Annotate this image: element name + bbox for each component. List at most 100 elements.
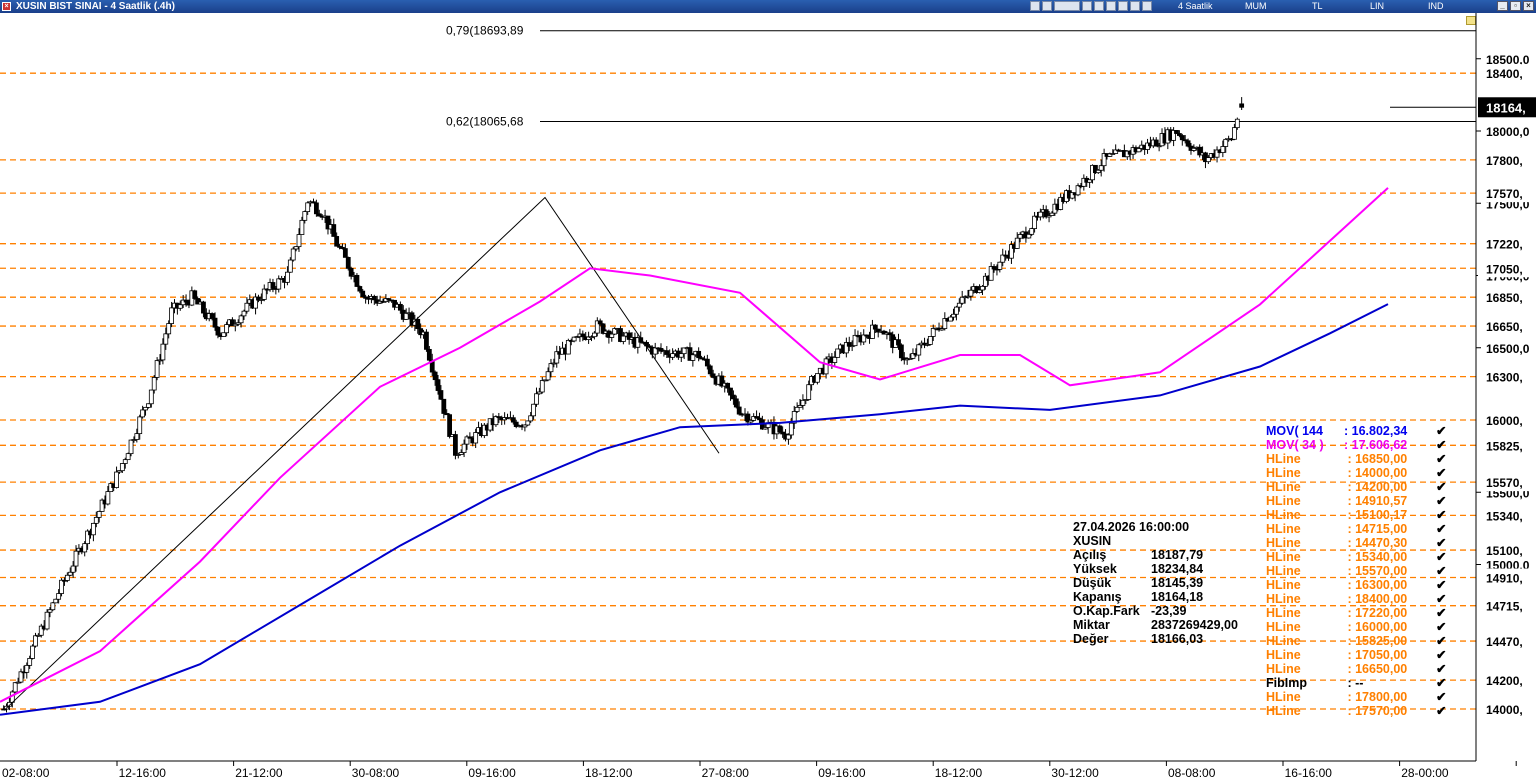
- info-key: Değer: [1073, 632, 1109, 646]
- candle-body: [534, 393, 539, 405]
- legend-item[interactable]: HLine : 15570,00 ✔: [1266, 564, 1448, 578]
- candle-body: [38, 625, 44, 636]
- legend-value: : 15570,00: [1344, 564, 1408, 578]
- tool-icon[interactable]: [1054, 1, 1080, 11]
- candle-body: [554, 351, 560, 364]
- tool-icon[interactable]: [1082, 1, 1092, 11]
- tool-icon[interactable]: [1030, 1, 1040, 11]
- tool-icon[interactable]: [1142, 1, 1152, 11]
- legend-item[interactable]: FibImp : -- ✔: [1266, 676, 1448, 690]
- legend-check-icon[interactable]: ✔: [1436, 564, 1447, 578]
- candle-body: [786, 434, 791, 440]
- minimize-icon[interactable]: _: [1497, 1, 1508, 11]
- legend-item[interactable]: MOV( 144: 16.802,34 ✔: [1266, 424, 1448, 438]
- legend-check-icon[interactable]: ✔: [1436, 508, 1447, 522]
- legend-name: HLine: [1266, 550, 1301, 564]
- legend-check-icon[interactable]: ✔: [1436, 634, 1447, 648]
- indicator-selector[interactable]: IND: [1428, 1, 1444, 11]
- tool-icon[interactable]: [1094, 1, 1104, 11]
- candle-body: [525, 420, 531, 426]
- legend-item[interactable]: HLine : 15340,00 ✔: [1266, 550, 1448, 564]
- hline-label-bg: [1478, 632, 1536, 651]
- hline-label-bg: [1478, 259, 1536, 278]
- candle-body: [230, 319, 235, 327]
- legend-item[interactable]: HLine : 16300,00 ✔: [1266, 578, 1448, 592]
- legend-check-icon[interactable]: ✔: [1436, 592, 1447, 606]
- legend-item[interactable]: HLine : 14910,57 ✔: [1266, 494, 1448, 508]
- candle-body: [780, 431, 786, 435]
- legend-check-icon[interactable]: ✔: [1436, 620, 1447, 634]
- legend-check-icon[interactable]: ✔: [1436, 424, 1447, 438]
- hline-label: 15570,: [1486, 476, 1523, 490]
- legend-item[interactable]: HLine : 14715,00 ✔: [1266, 522, 1448, 536]
- legend-check-icon[interactable]: ✔: [1436, 466, 1447, 480]
- legend-check-icon[interactable]: ✔: [1436, 480, 1447, 494]
- legend-check-icon[interactable]: ✔: [1436, 606, 1447, 620]
- restore-icon[interactable]: ▫: [1510, 1, 1521, 11]
- candle-body: [982, 275, 988, 287]
- legend-item[interactable]: HLine : 16000,00 ✔: [1266, 620, 1448, 634]
- candle-body: [1014, 237, 1020, 249]
- legend-item[interactable]: HLine : 16850,00 ✔: [1266, 452, 1448, 466]
- legend-item[interactable]: HLine : 15825,00 ✔: [1266, 634, 1448, 648]
- tool-icon[interactable]: [1106, 1, 1116, 11]
- legend-check-icon[interactable]: ✔: [1436, 438, 1447, 452]
- legend-item[interactable]: HLine : 17220,00 ✔: [1266, 606, 1448, 620]
- candle-body: [1239, 103, 1245, 108]
- candle-body: [1101, 153, 1107, 167]
- legend-item[interactable]: HLine : 17050,00 ✔: [1266, 648, 1448, 662]
- legend-item[interactable]: HLine : 14470,30 ✔: [1266, 536, 1448, 550]
- legend-check-icon[interactable]: ✔: [1436, 578, 1447, 592]
- legend-item[interactable]: HLine : 15100,17 ✔: [1266, 508, 1448, 522]
- candle-body: [296, 234, 302, 248]
- legend-item[interactable]: HLine : 14000,00 ✔: [1266, 466, 1448, 480]
- legend-item[interactable]: HLine : 16650,00 ✔: [1266, 662, 1448, 676]
- candle-body: [1095, 169, 1101, 174]
- candle-body: [719, 375, 725, 387]
- chart-type-selector[interactable]: MUM: [1245, 1, 1267, 11]
- candle-body: [1043, 209, 1049, 218]
- candle-body: [887, 332, 893, 336]
- time-tick-label: 21-12:00: [235, 766, 283, 780]
- hline-label-bg: [1478, 64, 1536, 83]
- candle-body: [44, 611, 50, 630]
- legend-item[interactable]: HLine : 14200,00 ✔: [1266, 480, 1448, 494]
- legend-check-icon[interactable]: ✔: [1436, 494, 1447, 508]
- legend-check-icon[interactable]: ✔: [1436, 690, 1447, 704]
- price-chart[interactable]: 0,79(18693,89 0,62(18065,68 18500,0 18000,0…: [0, 13, 1536, 781]
- legend-check-icon[interactable]: ✔: [1436, 550, 1447, 564]
- legend-item[interactable]: HLine : 17800,00 ✔: [1266, 690, 1448, 704]
- tool-icon[interactable]: [1130, 1, 1140, 11]
- legend-check-icon[interactable]: ✔: [1436, 536, 1447, 550]
- legend-value: : 17050,00: [1344, 648, 1408, 662]
- close-icon[interactable]: ×: [1523, 1, 1534, 11]
- candle-body: [334, 236, 340, 247]
- tool-icon[interactable]: [1118, 1, 1128, 11]
- hline-label-bg: [1478, 671, 1536, 690]
- period-selector[interactable]: 4 Saatlik: [1178, 1, 1213, 11]
- legend-item[interactable]: HLine : 18400,00 ✔: [1266, 592, 1448, 606]
- legend-check-icon[interactable]: ✔: [1436, 676, 1447, 690]
- tool-icon[interactable]: [1042, 1, 1052, 11]
- legend-value: : --: [1344, 676, 1364, 690]
- legend-name: HLine: [1266, 648, 1301, 662]
- legend-check-icon[interactable]: ✔: [1436, 662, 1447, 676]
- candle-body: [224, 324, 230, 334]
- candle-body: [678, 353, 684, 358]
- candle-body: [447, 414, 453, 437]
- legend-check-icon[interactable]: ✔: [1436, 648, 1447, 662]
- candle-body: [276, 278, 282, 290]
- candle-body: [386, 298, 392, 301]
- scale-selector[interactable]: LIN: [1370, 1, 1385, 11]
- currency-selector[interactable]: TL: [1312, 1, 1323, 11]
- legend-item[interactable]: HLine : 17570,00 ✔: [1266, 704, 1448, 718]
- legend-check-icon[interactable]: ✔: [1436, 452, 1447, 466]
- candle-body: [1037, 211, 1043, 218]
- legend-item[interactable]: MOV( 34 ): 17.606,62 ✔: [1266, 438, 1448, 452]
- legend-check-icon[interactable]: ✔: [1436, 522, 1447, 536]
- candle-body: [1220, 146, 1226, 153]
- mov34-line: [0, 187, 1389, 703]
- candle-body: [1098, 165, 1104, 171]
- legend-check-icon[interactable]: ✔: [1436, 704, 1447, 718]
- candle-body: [1069, 192, 1075, 199]
